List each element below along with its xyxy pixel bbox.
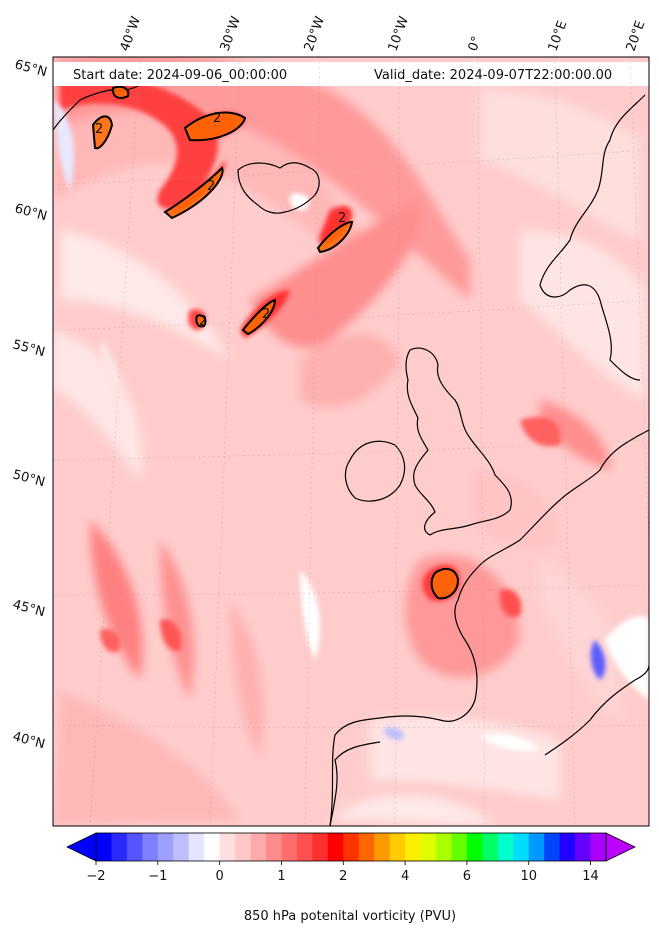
contour-label: 2: [95, 122, 103, 137]
colorbar-swatch: [466, 833, 483, 861]
map-frame: [52, 56, 650, 827]
longitude-labels: 40°W 30°W 20°W 10°W 0° 10°E 20°E: [118, 14, 649, 53]
colorbar-swatch: [235, 833, 252, 861]
contour-label: 2: [338, 211, 346, 226]
colorbar-swatch: [389, 833, 406, 861]
britain-coast: [405, 347, 512, 536]
colorbar-swatch: [312, 833, 329, 861]
colorbar-swatch: [436, 833, 452, 861]
contour-label: 2: [199, 314, 207, 329]
lon-label: 40°W: [118, 14, 144, 53]
colorbar-swatch: [250, 833, 267, 861]
colorbar-swatch: [374, 833, 391, 861]
colorbar-swatch: [219, 833, 236, 861]
colorbar-swatch: [528, 833, 545, 861]
lat-label: 65°N: [13, 57, 49, 80]
ireland-coast: [344, 440, 406, 502]
lon-label: 0°: [466, 34, 485, 53]
colorbar-tick-label: 6: [463, 869, 471, 884]
colorbar-tick-label: 0: [215, 869, 223, 884]
colorbar-swatch: [296, 833, 313, 861]
scandinavia-coast: [539, 94, 646, 381]
colorbar-swatch: [559, 833, 576, 861]
contour-label: 2: [207, 179, 215, 194]
lat-label: 45°N: [11, 597, 47, 620]
colorbar-swatch: [420, 833, 437, 861]
contour-2: [91, 115, 114, 150]
lat-label: 60°N: [13, 201, 49, 224]
colorbar-swatch: [188, 833, 205, 861]
colorbar-label: 850 hPa potenital vorticity (PVU): [244, 909, 456, 924]
contour-3: [163, 166, 224, 220]
colorbar-swatch: [358, 833, 375, 861]
colorbar-swatch: [111, 833, 128, 861]
contour-5: [241, 298, 277, 336]
colorbar-swatch: [157, 833, 174, 861]
colorbar-tick-label: −2: [86, 869, 105, 884]
colorbar-swatch: [451, 833, 468, 861]
colorbar-swatch: [173, 833, 190, 861]
colorbar-tick-label: 1: [277, 869, 285, 884]
graticule: [53, 57, 649, 826]
europe-coast: [329, 429, 649, 826]
lon-label: 30°W: [218, 14, 244, 53]
colorbar-swatch: [590, 833, 607, 861]
colorbar-swatch: [204, 833, 221, 861]
lon-label: 10°E: [546, 19, 571, 54]
colorbar-tick-label: 2: [339, 869, 347, 884]
iceland-coast: [237, 162, 320, 214]
pv-field: [53, 57, 645, 826]
colorbar-tick-label: 4: [401, 869, 409, 884]
contour-1: [183, 111, 247, 142]
lat-label: 40°N: [11, 729, 47, 752]
colorbar-swatch: [142, 833, 159, 861]
latitude-labels: 65°N 60°N 55°N 50°N 45°N 40°N: [11, 57, 49, 752]
colorbar-swatch: [126, 833, 143, 861]
contour-label: 2: [213, 111, 221, 126]
lon-label: 20°E: [624, 19, 649, 54]
colorbar-frame: [95, 832, 607, 862]
contour-8: [111, 85, 130, 99]
colorbar-extend-high: [605, 832, 636, 862]
valid-date: Valid_date: 2024-09-07T22:00:00.00: [374, 68, 612, 83]
colorbar-swatch: [266, 833, 282, 861]
colorbar-swatch: [575, 833, 592, 861]
lat-label: 55°N: [11, 337, 47, 360]
colorbar-swatch: [482, 833, 499, 861]
lat-label: 50°N: [11, 467, 47, 490]
colorbar-swatch: [281, 833, 298, 861]
lon-label: 10°W: [386, 14, 412, 53]
colorbar-swatch: [327, 833, 344, 861]
contour-labels: 2 2 2 2 2 2: [95, 111, 346, 329]
colorbar-swatch: [343, 833, 360, 861]
mediterranean-coast: [544, 664, 649, 756]
colorbar-swatch: [96, 833, 112, 861]
coastlines: [53, 84, 649, 826]
colorbar-tick-label: 10: [520, 869, 537, 884]
colorbar-tick-label: −1: [148, 869, 167, 884]
colorbar-extend-low: [66, 832, 97, 862]
contour-6: [195, 314, 207, 328]
header-strip: [53, 62, 649, 86]
colorbar-swatch: [497, 833, 514, 861]
pv-contours: [91, 85, 460, 600]
africa-coast: [329, 741, 381, 826]
contour-4: [316, 220, 354, 254]
colorbar-swatch: [405, 833, 422, 861]
start-date: Start date: 2024-09-06_00:00:00: [73, 68, 287, 83]
map-panel: 2 2 2 2 2 2 Start date: 2024-09-06_00:00…: [53, 57, 649, 826]
colorbar: −2 −1 0 1 2 4 6 10 14: [66, 832, 636, 884]
colorbar-swatch: [513, 833, 530, 861]
contour-label: 2: [262, 307, 270, 322]
colorbar-tick-label: 14: [582, 869, 599, 884]
lon-label: 20°W: [302, 14, 328, 53]
colorbar-swatch: [544, 833, 561, 861]
